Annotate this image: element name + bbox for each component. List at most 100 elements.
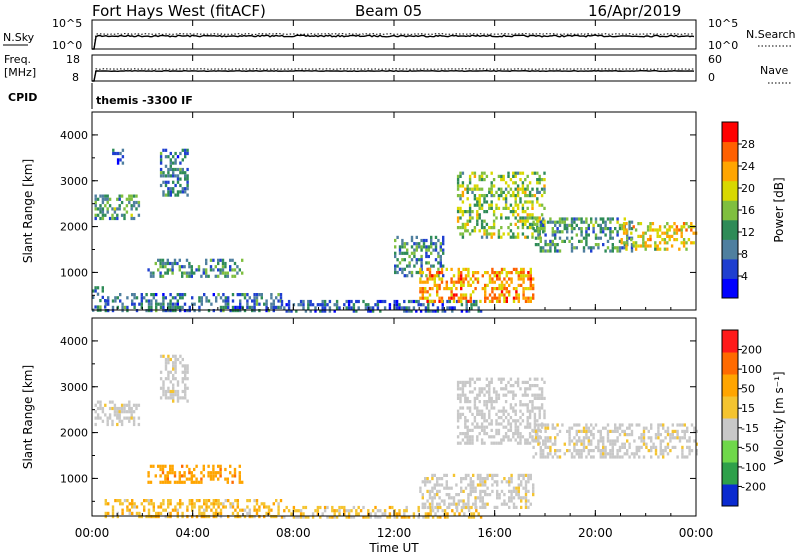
heatmap-cell	[215, 508, 218, 512]
heatmap-cell	[383, 299, 387, 304]
heatmap-cell	[171, 261, 174, 266]
heatmap-cell	[685, 222, 688, 226]
heatmap-cell	[217, 511, 220, 515]
heatmap-cell	[630, 249, 634, 253]
heatmap-cell	[543, 412, 546, 416]
heatmap-cell	[623, 217, 626, 221]
heatmap-cell	[566, 429, 569, 433]
heatmap-cell	[556, 249, 559, 253]
heatmap-cell	[524, 438, 527, 442]
heatmap-cell	[473, 197, 477, 201]
heatmap-cell	[448, 287, 451, 291]
heatmap-cell	[524, 194, 527, 198]
heatmap-cell	[172, 167, 175, 172]
heatmap-cell	[164, 309, 167, 313]
heatmap-cell	[521, 181, 525, 185]
heatmap-cell	[485, 229, 489, 233]
heatmap-cell	[231, 305, 235, 309]
heatmap-cell	[224, 499, 227, 503]
heatmap-cell	[164, 357, 168, 362]
heatmap-cell	[460, 271, 463, 275]
heatmap-cell	[425, 254, 428, 259]
heatmap-cell	[233, 467, 237, 472]
heatmap-cell	[433, 496, 436, 500]
heatmap-cell	[531, 222, 534, 226]
heatmap-cell	[455, 293, 458, 297]
heatmap-cell	[479, 499, 482, 503]
heatmap-cell	[468, 232, 472, 236]
heatmap-cell	[516, 171, 520, 175]
heatmap-cell	[137, 422, 141, 427]
heatmap-cell	[533, 425, 537, 429]
heatmap-cell	[427, 512, 430, 516]
heatmap-cell	[277, 293, 280, 297]
heatmap-cell	[539, 239, 542, 243]
heatmap-cell	[453, 306, 456, 310]
heatmap-cell	[542, 455, 545, 459]
heatmap-cell	[495, 190, 498, 194]
heatmap-cell	[219, 474, 222, 478]
heatmap-cell	[639, 244, 643, 248]
heatmap-cell	[412, 512, 416, 516]
heatmap-cell	[215, 296, 218, 300]
heatmap-cell	[675, 238, 679, 242]
heatmap-cell	[448, 505, 451, 509]
heatmap-cell	[150, 302, 153, 306]
heatmap-cell	[457, 277, 460, 281]
heatmap-cell	[277, 508, 280, 512]
heatmap-cell	[602, 220, 605, 224]
heatmap-cell	[526, 403, 529, 407]
heatmap-cell	[352, 303, 356, 307]
heatmap-cell	[183, 474, 186, 478]
heatmap-cell	[431, 277, 434, 281]
heatmap-cell	[524, 216, 527, 220]
heatmap-cell	[152, 271, 155, 275]
heatmap-cell	[459, 216, 462, 220]
heatmap-cell	[233, 471, 237, 475]
heatmap-cell	[205, 299, 208, 303]
heatmap-cell	[620, 238, 623, 242]
heatmap-cell	[606, 429, 610, 433]
heatmap-cell	[167, 370, 170, 374]
heatmap-cell	[111, 505, 115, 509]
heatmap-cell	[464, 422, 467, 426]
heatmap-cell	[485, 425, 489, 429]
heatmap-cell	[537, 442, 540, 446]
heatmap-cell	[205, 508, 208, 512]
heatmap-cell	[304, 309, 308, 313]
heatmap-cell	[155, 309, 158, 313]
heatmap-cell	[421, 502, 424, 506]
heatmap-cell	[509, 425, 513, 429]
heatmap-cell	[602, 452, 605, 456]
heatmap-cell	[616, 233, 619, 237]
heatmap-cell	[125, 403, 129, 407]
heatmap-cell	[457, 271, 460, 275]
heatmap-cell	[542, 223, 545, 227]
heatmap-cell	[491, 489, 494, 493]
heatmap-cell	[459, 184, 462, 188]
heatmap-cell	[367, 309, 370, 313]
heatmap-cell	[410, 299, 413, 304]
heatmap-cell	[687, 225, 691, 229]
heatmap-cell	[455, 299, 459, 304]
heatmap-cell	[432, 264, 435, 268]
heatmap-cell	[508, 271, 511, 275]
heatmap-cell	[169, 380, 172, 384]
heatmap-cell	[558, 236, 562, 240]
heatmap-cell	[670, 234, 674, 238]
heatmap-cell	[532, 483, 535, 487]
colorbar-segment	[722, 200, 738, 221]
heatmap-cell	[367, 512, 370, 516]
heatmap-cell	[490, 406, 493, 410]
heatmap-cell	[466, 406, 469, 410]
heatmap-cell	[480, 412, 484, 416]
heatmap-cell	[169, 268, 172, 272]
heatmap-cell	[171, 309, 175, 313]
heatmap-cell	[101, 210, 105, 214]
heatmap-cell	[424, 296, 427, 300]
heatmap-cell	[476, 277, 480, 281]
heatmap-cell	[466, 190, 469, 194]
heatmap-cell	[512, 235, 515, 239]
heatmap-cell	[125, 210, 129, 214]
heatmap-cell	[464, 293, 468, 297]
